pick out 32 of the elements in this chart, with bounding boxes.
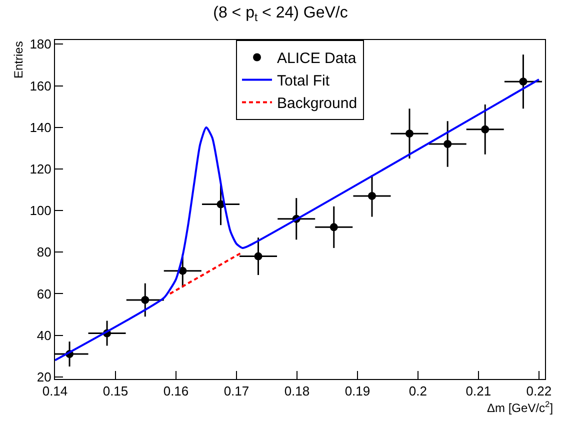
point bbox=[368, 192, 376, 200]
y-tick-label: 160 bbox=[30, 78, 52, 94]
point bbox=[519, 78, 528, 86]
point bbox=[405, 130, 414, 138]
point bbox=[254, 252, 262, 260]
chart-title: (8 < p$_{t}$ < 24) GeV/c bbox=[213, 4, 348, 24]
x-tick-label: 0.15 bbox=[102, 384, 128, 399]
point bbox=[330, 223, 338, 232]
point bbox=[444, 140, 452, 148]
x-tick-label: 0.19 bbox=[344, 384, 370, 399]
y-tick-label: 20 bbox=[36, 369, 52, 384]
point bbox=[141, 296, 150, 304]
y-axis-title: Entries bbox=[12, 41, 26, 78]
x-tick-label: 0.2 bbox=[408, 384, 427, 399]
legend-label: Background bbox=[277, 95, 358, 112]
y-tick-label: 80 bbox=[36, 244, 52, 260]
point bbox=[481, 125, 490, 134]
legend-label: ALICE Data bbox=[277, 50, 357, 68]
x-tick-label: 0.14 bbox=[42, 384, 68, 399]
x-tick-label: 0.17 bbox=[224, 384, 250, 399]
x-tick-label: 0.22 bbox=[526, 384, 552, 399]
y-tick-label: 60 bbox=[36, 286, 52, 302]
y-tick-label: 120 bbox=[30, 161, 52, 176]
legend-label: Total Fit bbox=[277, 72, 330, 90]
y-tick-label: 40 bbox=[36, 328, 52, 343]
x-axis-title: Δm [GeV/c$^{2}$] bbox=[487, 399, 554, 416]
y-tick-label: 140 bbox=[30, 120, 52, 135]
y-tick-label: 180 bbox=[30, 36, 52, 52]
x-tick-label: 0.21 bbox=[466, 384, 492, 399]
x-tick-label: 0.18 bbox=[284, 384, 310, 399]
x-tick-label: 0.16 bbox=[163, 384, 189, 399]
y-tick-label: 100 bbox=[30, 203, 52, 218]
